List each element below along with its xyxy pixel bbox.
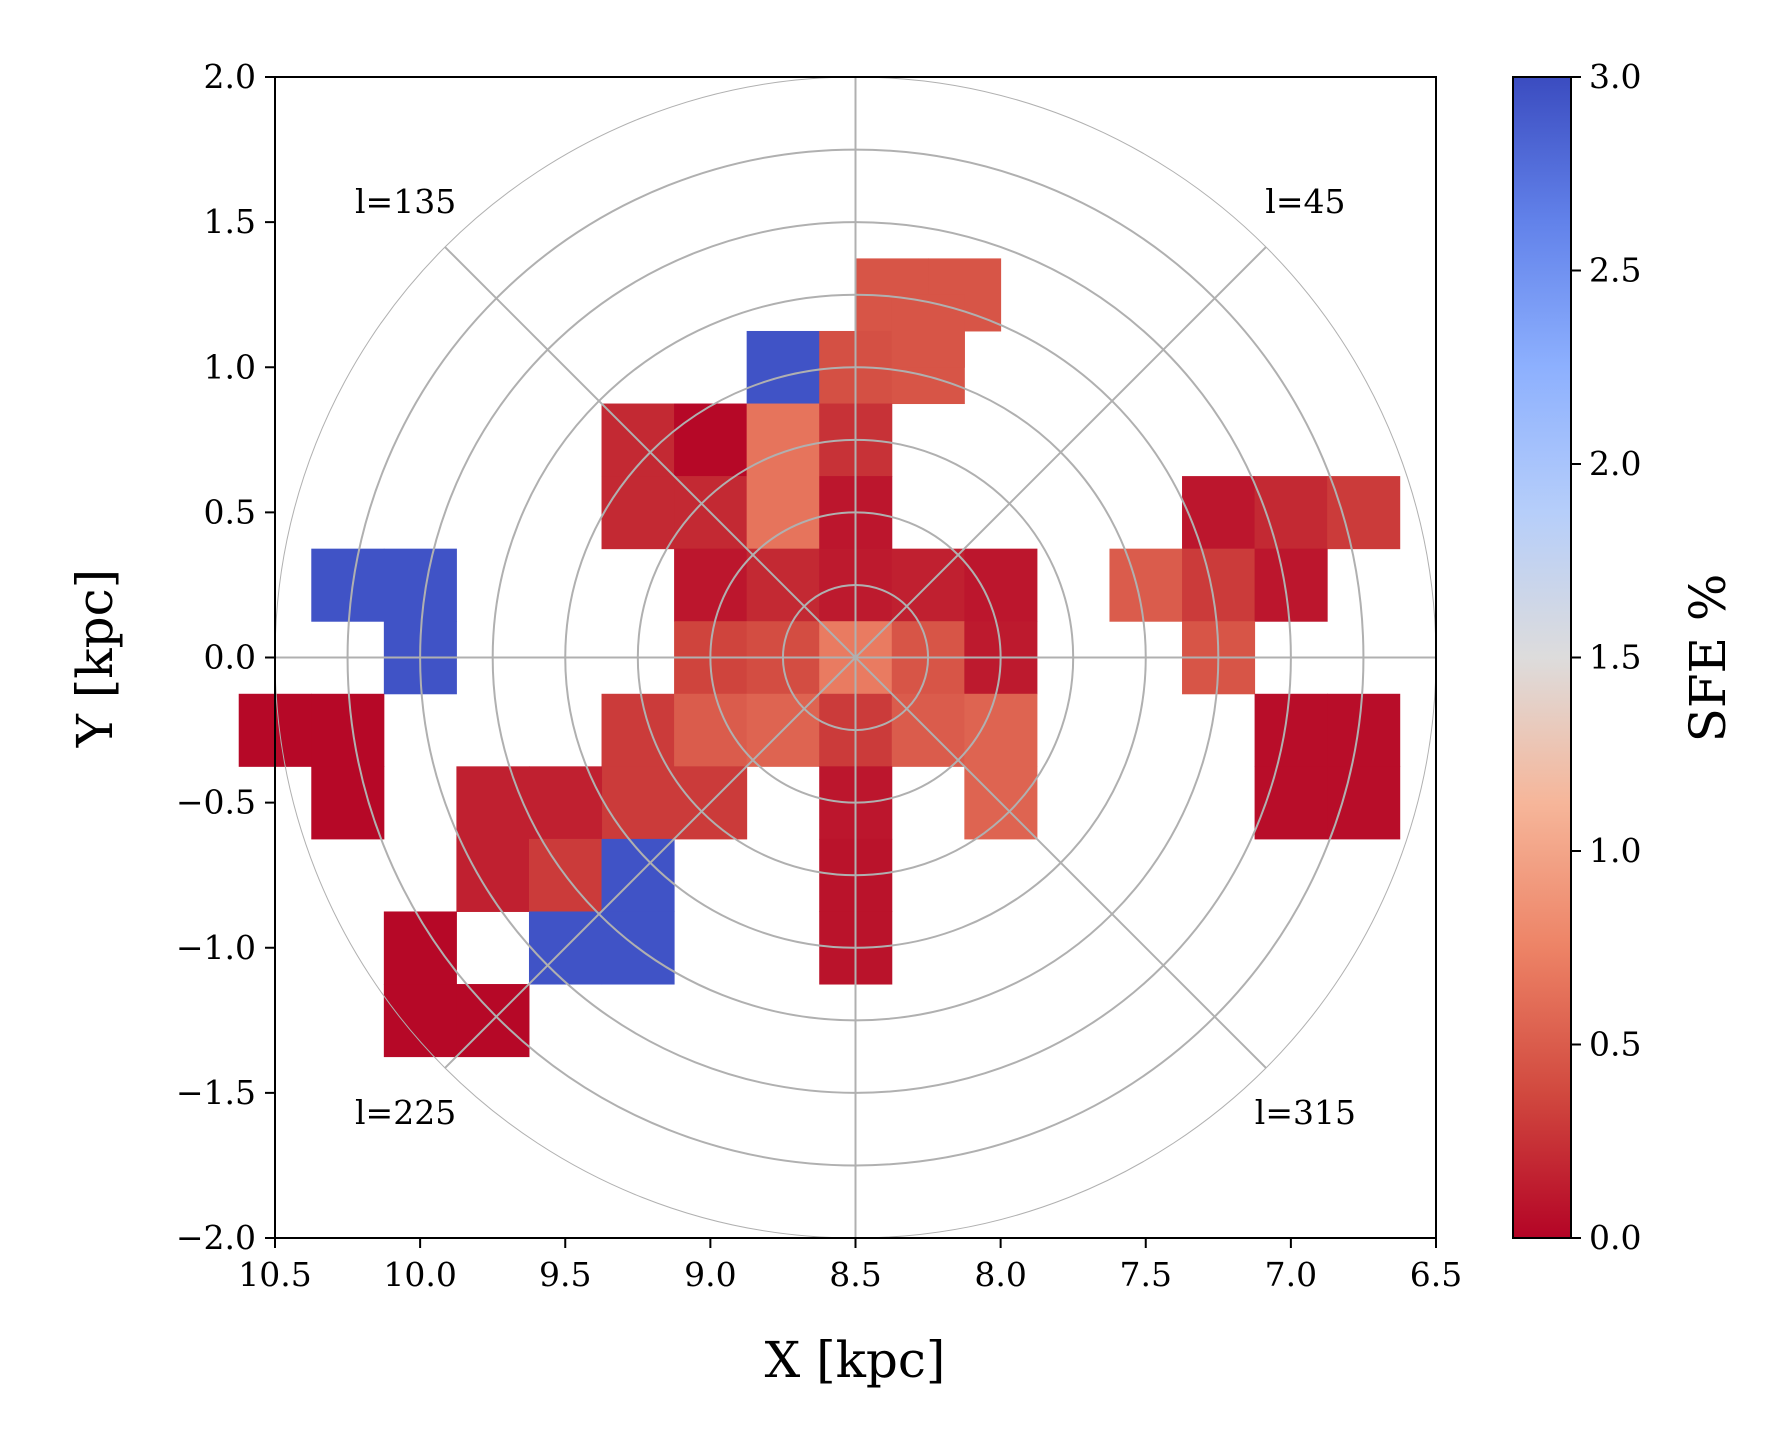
heatmap-cell (601, 693, 675, 767)
heatmap-cell (311, 548, 385, 622)
heatmap-cell (1109, 548, 1183, 622)
heatmap-cell (1254, 693, 1328, 767)
heatmap-cell (528, 766, 603, 840)
y-tick-label: −2.0 (176, 1218, 256, 1257)
x-axis-ticks: 10.5 10.0 9.5 9.0 8.5 8.0 7.5 7.0 6.5 (238, 1238, 1462, 1294)
x-tick-label: 7.5 (1120, 1255, 1172, 1294)
y-axis-ticks: 2.0 1.5 1.0 0.5 0.0 −0.5 −1.0 −1.5 −2.0 (176, 57, 275, 1257)
y-tick-label: 2.0 (204, 57, 256, 96)
heatmap-cell (964, 548, 1038, 622)
colorbar-tick-label: 0.0 (1589, 1218, 1641, 1257)
y-tick-label: 1.0 (204, 347, 256, 386)
y-tick-label: 1.5 (204, 202, 256, 241)
x-tick-label: 8.5 (829, 1255, 881, 1294)
sector-label: l=225 (355, 1093, 456, 1132)
sector-labels: l=135 l=45 l=225 l=315 (355, 182, 1356, 1132)
colorbar-tick-label: 0.5 (1589, 1025, 1641, 1064)
heatmap-cell (383, 984, 457, 1058)
grid-spoke (444, 246, 857, 659)
heatmap-cell (746, 403, 820, 477)
y-tick-label: −0.5 (176, 783, 256, 822)
x-tick-label: 9.0 (684, 1255, 736, 1294)
x-tick-label: 7.0 (1265, 1255, 1317, 1294)
y-tick-label: −1.5 (176, 1073, 256, 1112)
grid-spoke (854, 246, 1267, 659)
x-tick-label: 8.0 (974, 1255, 1026, 1294)
colorbar-label: SFE % (1679, 574, 1737, 743)
x-tick-label: 10.5 (238, 1255, 311, 1294)
polar-grid (275, 77, 1436, 1238)
heatmap-cell (1254, 548, 1328, 622)
sector-label: l=315 (1255, 1093, 1356, 1132)
y-tick-label: 0.0 (204, 638, 256, 677)
x-tick-label: 6.5 (1410, 1255, 1462, 1294)
heatmap-cell (746, 330, 820, 405)
heatmap-cell (311, 693, 385, 767)
colorbar-ticks: 0.0 0.5 1.0 1.5 2.0 2.5 3.0 (1571, 57, 1641, 1257)
heatmap-cell (311, 766, 385, 840)
heatmap-cell (601, 766, 675, 840)
colorbar-tick-label: 1.0 (1589, 831, 1641, 870)
x-tick-label: 10.0 (383, 1255, 456, 1294)
y-tick-label: −1.0 (176, 928, 256, 967)
colorbar-gradient (1512, 76, 1572, 1239)
x-tick-label: 9.5 (539, 1255, 591, 1294)
grid-spoke (854, 656, 1267, 1069)
heatmap-cell (1327, 766, 1401, 840)
heatmap-cell (456, 766, 530, 840)
heatmap-cell (964, 693, 1038, 767)
heatmap-cell (674, 693, 748, 767)
heatmap-cell (456, 838, 530, 912)
plot-area: l=135 l=45 l=225 l=315 (238, 76, 1437, 1239)
colorbar-tick-label: 1.5 (1589, 638, 1641, 677)
heatmap-cell (1327, 693, 1401, 767)
heatmap-cell (674, 548, 748, 622)
y-axis-label: Y [kpc] (66, 569, 124, 748)
heatmap-cell (891, 294, 965, 368)
heatmap-cell (383, 911, 457, 985)
colorbar: 0.0 0.5 1.0 1.5 2.0 2.5 3.0 SFE % (1512, 57, 1737, 1257)
sector-label: l=45 (1265, 182, 1345, 221)
heatmap-cell (746, 476, 820, 550)
colorbar-tick-label: 2.0 (1589, 444, 1641, 483)
colorbar-tick-label: 2.5 (1589, 251, 1641, 290)
sector-label: l=135 (355, 182, 456, 221)
heatmap-cell (383, 548, 457, 622)
grid-spoke (444, 656, 857, 1069)
x-axis-label: X [kpc] (765, 1331, 946, 1389)
heatmap-cell (674, 403, 748, 477)
heatmap-cell (1182, 548, 1256, 622)
y-tick-label: 0.5 (204, 492, 256, 531)
heatmap-cell (601, 476, 675, 550)
heatmap-cell (1182, 476, 1256, 550)
heatmap-cell (1327, 476, 1401, 550)
colorbar-tick-label: 3.0 (1589, 57, 1641, 96)
